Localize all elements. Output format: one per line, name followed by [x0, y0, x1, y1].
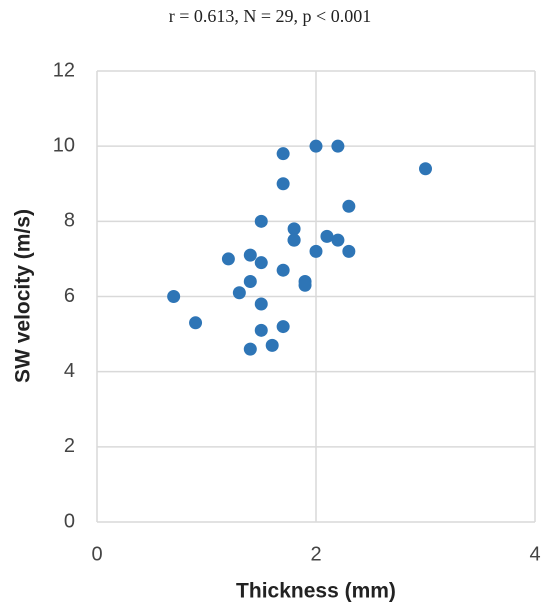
data-point — [320, 229, 334, 243]
data-point — [276, 177, 290, 191]
x-tick-label: 4 — [529, 543, 540, 565]
x-tick-label: 0 — [91, 543, 102, 565]
data-point — [287, 222, 301, 236]
chart-title: r = 0.613, N = 29, p < 0.001 — [169, 6, 371, 26]
y-axis-title: SW velocity (m/s) — [12, 209, 35, 383]
data-point — [276, 320, 290, 334]
y-tick-label: 2 — [64, 435, 75, 457]
y-tick-label: 10 — [53, 134, 75, 156]
data-point — [298, 278, 312, 292]
y-tick-label: 0 — [64, 510, 75, 532]
y-tick-label: 8 — [64, 210, 75, 232]
data-point — [189, 316, 203, 330]
y-tick-label: 4 — [64, 360, 75, 382]
data-point — [342, 199, 356, 213]
data-point — [254, 297, 268, 311]
data-point — [167, 290, 181, 303]
data-point — [265, 338, 279, 352]
data-point — [276, 263, 290, 277]
data-point — [331, 233, 345, 247]
data-point — [243, 274, 257, 288]
x-tick-label: 2 — [310, 543, 321, 565]
data-point — [243, 342, 257, 356]
data-point — [254, 323, 268, 337]
data-point — [254, 256, 268, 270]
data-point — [243, 248, 257, 262]
data-point — [419, 162, 432, 176]
data-point — [309, 244, 323, 258]
y-tick-label: 6 — [64, 285, 75, 307]
y-tick-label: 12 — [53, 59, 75, 81]
data-point — [232, 286, 246, 300]
data-point — [287, 233, 301, 247]
data-point — [331, 139, 345, 153]
data-point — [221, 252, 235, 266]
x-axis-title: Thickness (mm) — [236, 580, 396, 603]
data-point — [254, 214, 268, 228]
data-point — [309, 139, 323, 153]
data-point — [342, 244, 356, 258]
data-point — [276, 147, 290, 161]
